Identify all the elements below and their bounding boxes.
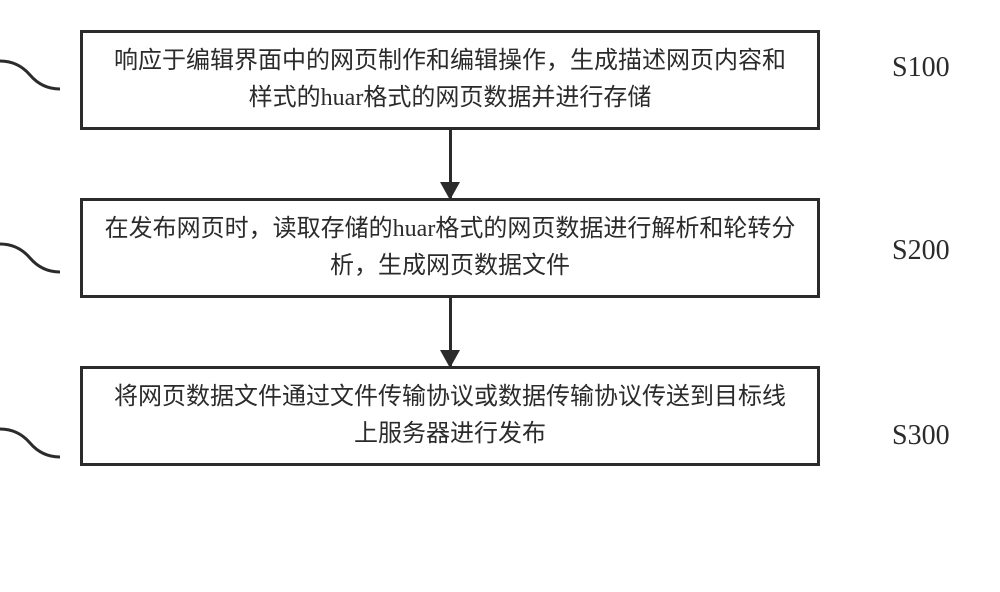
flow-step-s200: 在发布网页时，读取存储的huar格式的网页数据进行解析和轮转分析，生成网页数据文… xyxy=(80,198,820,298)
flow-step-s300: 将网页数据文件通过文件传输协议或数据传输协议传送到目标线上服务器进行发布 xyxy=(80,366,820,466)
connector-s300 xyxy=(0,423,60,461)
step-label-s200: S200 xyxy=(892,235,950,267)
connector-curve-icon xyxy=(0,238,60,276)
step-label-s100: S100 xyxy=(892,52,950,84)
flow-step-s100: 响应于编辑界面中的网页制作和编辑操作，生成描述网页内容和样式的huar格式的网页… xyxy=(80,30,820,130)
step-label-s300: S300 xyxy=(892,420,950,452)
flow-arrow-2 xyxy=(80,298,820,366)
flow-step-text: 响应于编辑界面中的网页制作和编辑操作，生成描述网页内容和样式的huar格式的网页… xyxy=(103,43,797,117)
flowchart-container: 响应于编辑界面中的网页制作和编辑操作，生成描述网页内容和样式的huar格式的网页… xyxy=(80,30,920,466)
connector-s100 xyxy=(0,55,60,93)
connector-curve-icon xyxy=(0,423,60,461)
connector-s200 xyxy=(0,238,60,276)
flow-step-text: 在发布网页时，读取存储的huar格式的网页数据进行解析和轮转分析，生成网页数据文… xyxy=(103,211,797,285)
flow-arrow-1 xyxy=(80,130,820,198)
connector-curve-icon xyxy=(0,55,60,93)
flow-step-text: 将网页数据文件通过文件传输协议或数据传输协议传送到目标线上服务器进行发布 xyxy=(103,379,797,453)
